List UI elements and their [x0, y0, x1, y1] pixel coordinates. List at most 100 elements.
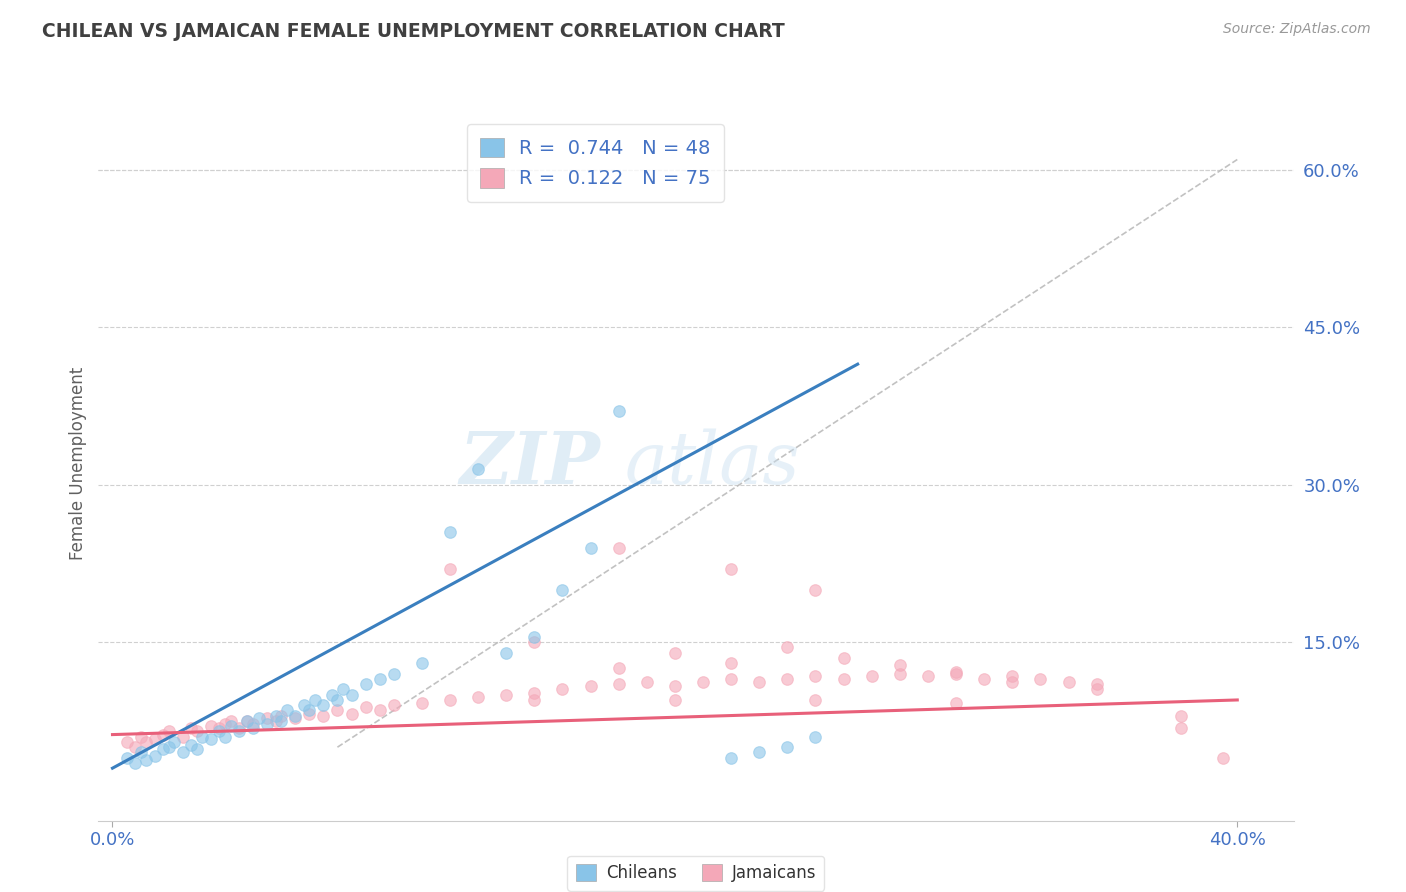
- Point: [776, 640, 799, 655]
- Point: [664, 679, 686, 693]
- Point: [720, 562, 742, 576]
- Point: [889, 666, 911, 681]
- Point: [284, 708, 307, 723]
- Point: [411, 696, 433, 710]
- Point: [143, 748, 166, 763]
- Point: [804, 730, 827, 744]
- Point: [1085, 682, 1108, 697]
- Point: [242, 721, 264, 735]
- Point: [439, 524, 461, 539]
- Point: [312, 698, 335, 713]
- Point: [228, 721, 250, 735]
- Point: [804, 669, 827, 683]
- Point: [247, 711, 270, 725]
- Point: [692, 675, 714, 690]
- Point: [467, 690, 489, 704]
- Point: [256, 717, 278, 731]
- Point: [135, 753, 157, 767]
- Point: [172, 730, 194, 744]
- Point: [523, 685, 546, 699]
- Point: [124, 756, 146, 770]
- Point: [304, 693, 326, 707]
- Point: [115, 735, 138, 749]
- Point: [208, 721, 231, 735]
- Point: [1212, 750, 1234, 764]
- Point: [312, 708, 335, 723]
- Point: [186, 742, 208, 756]
- Point: [804, 582, 827, 597]
- Point: [129, 746, 152, 760]
- Point: [467, 462, 489, 476]
- Point: [219, 719, 242, 733]
- Point: [973, 672, 995, 686]
- Point: [720, 657, 742, 671]
- Point: [636, 675, 658, 690]
- Point: [832, 672, 855, 686]
- Point: [1001, 675, 1024, 690]
- Point: [326, 693, 349, 707]
- Point: [340, 688, 363, 702]
- Point: [748, 746, 770, 760]
- Point: [551, 682, 574, 697]
- Point: [219, 714, 242, 728]
- Point: [157, 724, 180, 739]
- Point: [163, 735, 186, 749]
- Point: [321, 688, 343, 702]
- Point: [264, 708, 287, 723]
- Point: [276, 703, 298, 717]
- Point: [523, 635, 546, 649]
- Point: [607, 661, 630, 675]
- Y-axis label: Female Unemployment: Female Unemployment: [69, 368, 87, 560]
- Point: [115, 750, 138, 764]
- Point: [368, 703, 391, 717]
- Point: [720, 672, 742, 686]
- Point: [236, 714, 259, 728]
- Point: [214, 717, 236, 731]
- Point: [186, 724, 208, 739]
- Point: [945, 665, 967, 679]
- Point: [135, 735, 157, 749]
- Point: [242, 717, 264, 731]
- Point: [748, 675, 770, 690]
- Text: Source: ZipAtlas.com: Source: ZipAtlas.com: [1223, 22, 1371, 37]
- Point: [382, 698, 405, 713]
- Point: [495, 646, 517, 660]
- Point: [579, 679, 602, 693]
- Point: [157, 740, 180, 755]
- Point: [607, 541, 630, 555]
- Point: [180, 738, 202, 752]
- Point: [332, 682, 354, 697]
- Point: [270, 708, 292, 723]
- Text: ZIP: ZIP: [460, 428, 600, 500]
- Point: [124, 740, 146, 755]
- Point: [264, 714, 287, 728]
- Legend: Chileans, Jamaicans: Chileans, Jamaicans: [568, 856, 824, 891]
- Point: [1001, 669, 1024, 683]
- Point: [129, 730, 152, 744]
- Point: [439, 693, 461, 707]
- Point: [945, 696, 967, 710]
- Point: [180, 721, 202, 735]
- Point: [1029, 672, 1052, 686]
- Point: [292, 698, 315, 713]
- Point: [1085, 677, 1108, 691]
- Point: [326, 703, 349, 717]
- Point: [256, 711, 278, 725]
- Point: [495, 688, 517, 702]
- Point: [776, 672, 799, 686]
- Point: [298, 703, 321, 717]
- Point: [191, 730, 214, 744]
- Point: [228, 724, 250, 739]
- Point: [382, 666, 405, 681]
- Point: [200, 731, 222, 746]
- Point: [284, 711, 307, 725]
- Point: [720, 750, 742, 764]
- Point: [354, 700, 377, 714]
- Point: [208, 724, 231, 739]
- Point: [607, 404, 630, 418]
- Point: [340, 706, 363, 721]
- Point: [945, 666, 967, 681]
- Point: [236, 714, 259, 728]
- Text: atlas: atlas: [624, 428, 800, 500]
- Point: [523, 693, 546, 707]
